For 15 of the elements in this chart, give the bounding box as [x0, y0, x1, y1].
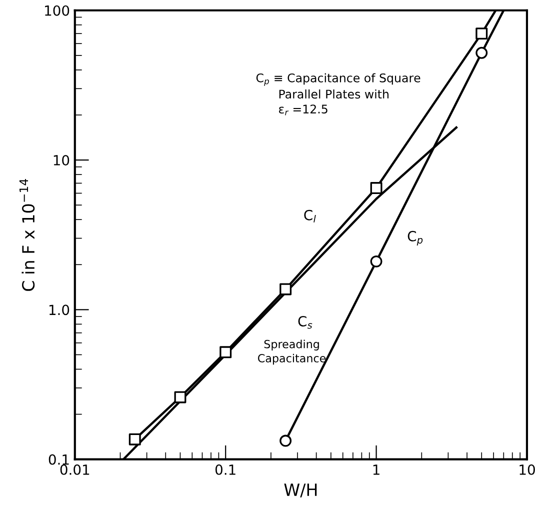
annotation: C$_{p}$ ≡ Capacitance of Square Parallel Plates with ε$_{r}$ =12.5 — [256, 73, 420, 116]
y-tick-label: 100 — [45, 5, 70, 16]
x-axis-title: W/H — [284, 484, 317, 498]
series-label: C$_{l}$ — [304, 210, 316, 222]
x-tick-label: 0.01 — [60, 464, 90, 475]
y-tick-label: 0.1 — [48, 454, 69, 465]
series-label: C$_{s}$ — [298, 316, 312, 329]
x-tick-label: 10 — [520, 464, 535, 475]
series-label: C$_{p}$ — [408, 230, 423, 246]
y-tick-label: 1.0 — [49, 304, 70, 316]
x-tick-label: 0.1 — [215, 464, 236, 475]
annotation: Spreading Capacitance — [258, 340, 326, 365]
y-tick-label: 10 — [54, 154, 70, 166]
x-tick-label: 1 — [373, 464, 380, 475]
y-axis-title: C in F x 10$^{−14}$ — [20, 179, 35, 291]
